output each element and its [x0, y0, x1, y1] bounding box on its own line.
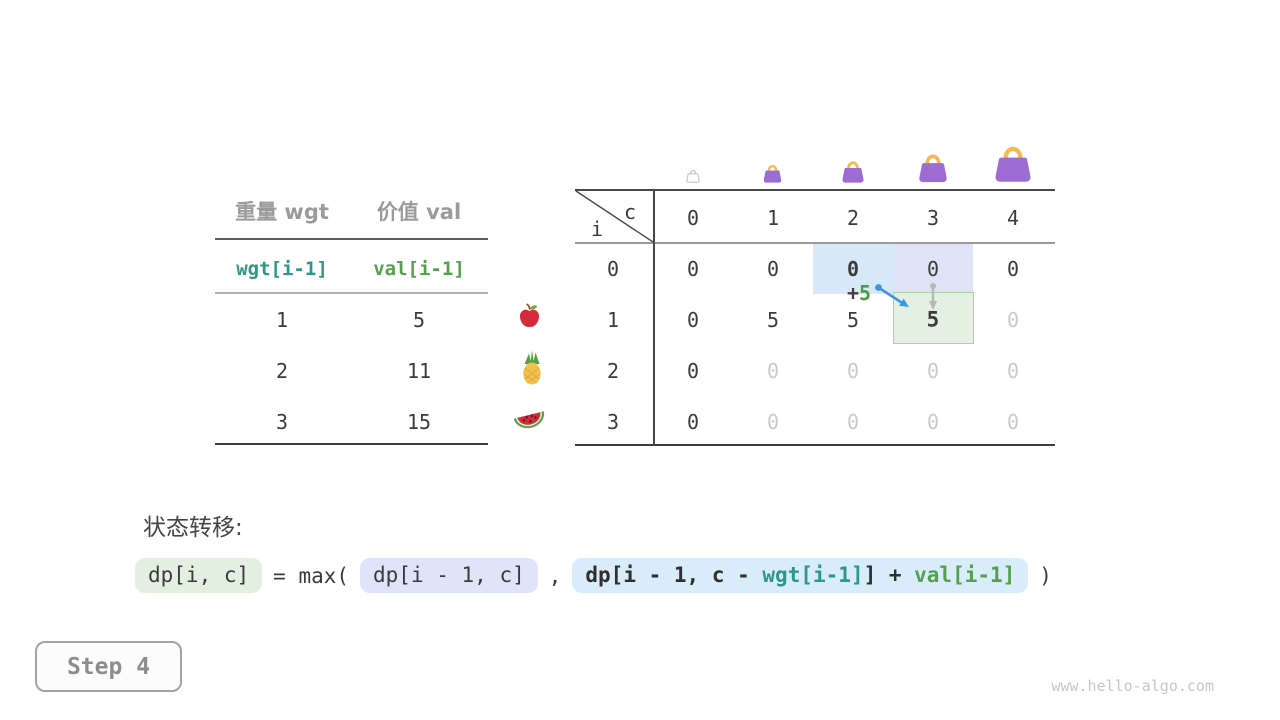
plus-sign: +	[846, 281, 859, 305]
bag-icon-large	[919, 154, 947, 183]
dp-table-header-rule	[575, 242, 1055, 244]
bag-icon-small	[763, 164, 782, 183]
item-1-value: 5	[412, 308, 426, 332]
corner-diagonal-line	[575, 190, 654, 243]
dp-corner-col-label: c	[623, 200, 637, 224]
dp-cell-0-3: 0	[926, 257, 940, 281]
dp-table-top-rule	[575, 189, 1055, 191]
dp-cell-3-4: 0	[1006, 410, 1020, 434]
dp-row-header-1: 1	[606, 308, 620, 332]
dp-cell-3-3: 0	[926, 410, 940, 434]
dp-corner-row-label: i	[590, 217, 604, 241]
dp-cell-0-0: 0	[686, 257, 700, 281]
state-transition-label: 状态转移:	[143, 515, 243, 541]
items-wgt-index-label: wgt[i-1]	[236, 258, 328, 280]
step-button-label: Step 4	[66, 653, 151, 680]
watermark: www.hello-algo.com	[1051, 677, 1214, 695]
dp-table-bottom-rule	[575, 444, 1055, 446]
dp-row-header-2: 2	[606, 359, 620, 383]
dp-table-vertical-rule	[653, 189, 655, 446]
dp-cell-3-0: 0	[686, 410, 700, 434]
items-table-header-rule	[215, 238, 488, 240]
apple-icon	[519, 303, 540, 328]
item-1-weight: 1	[275, 308, 289, 332]
formula-arg2-val: val[i-1]	[914, 563, 1016, 587]
item-3-value: 15	[406, 410, 432, 434]
dp-cell-2-0: 0	[686, 359, 700, 383]
dp-cell-1-0: 0	[686, 308, 700, 332]
transition-add-annotation: +5	[847, 283, 871, 303]
bag-icon-medium	[842, 161, 864, 183]
formula-arg2-part2: ] +	[863, 563, 915, 587]
bag-outline-icon	[686, 170, 700, 183]
formula-result-box: dp[i, c]	[135, 558, 263, 593]
formula-separator: ,	[548, 563, 562, 588]
items-val-index-label: val[i-1]	[373, 258, 465, 280]
watermelon-icon	[513, 411, 545, 429]
dp-row-header-3: 3	[606, 410, 620, 434]
step-button[interactable]: Step 4	[35, 641, 182, 692]
dp-cell-1-3: 5	[926, 307, 940, 332]
dp-cell-3-2: 0	[846, 410, 860, 434]
dp-cell-3-1: 0	[766, 410, 780, 434]
dp-cell-2-4: 0	[1006, 359, 1020, 383]
dp-col-header-2: 2	[846, 206, 860, 230]
dp-cell-1-2: 5	[846, 308, 860, 332]
pineapple-icon	[523, 350, 541, 385]
formula-arg2-box: dp[i - 1, c - wgt[i-1]] + val[i-1]	[572, 558, 1029, 593]
dp-cell-1-1: 5	[766, 308, 780, 332]
dp-row-header-0: 0	[606, 257, 620, 281]
dp-col-header-1: 1	[766, 206, 780, 230]
item-2-value: 11	[406, 359, 432, 383]
items-col-weight-header: 重量 wgt	[235, 200, 329, 224]
dp-cell-0-1: 0	[766, 257, 780, 281]
formula-arg1-box: dp[i - 1, c]	[360, 558, 538, 593]
bag-icon-xlarge	[995, 146, 1031, 182]
dp-cell-1-4: 0	[1006, 308, 1020, 332]
state-transition-formula: dp[i, c] = max( dp[i - 1, c] , dp[i - 1,…	[135, 558, 1052, 593]
items-table-mid-rule	[215, 292, 488, 294]
dp-cell-0-2: 0	[846, 257, 860, 281]
formula-arg2-wgt: wgt[i-1]	[762, 563, 864, 587]
dp-col-header-4: 4	[1006, 206, 1020, 230]
items-table-bottom-rule	[215, 443, 488, 445]
dp-col-header-3: 3	[926, 206, 940, 230]
added-value: 5	[859, 281, 872, 305]
formula-operator: = max(	[273, 563, 350, 588]
dp-cell-0-4: 0	[1006, 257, 1020, 281]
dp-cell-2-2: 0	[846, 359, 860, 383]
dp-cell-2-3: 0	[926, 359, 940, 383]
dp-col-header-0: 0	[686, 206, 700, 230]
item-2-weight: 2	[275, 359, 289, 383]
dp-cell-2-1: 0	[766, 359, 780, 383]
item-3-weight: 3	[275, 410, 289, 434]
formula-closing-paren: )	[1039, 563, 1052, 588]
items-col-value-header: 价值 val	[376, 200, 462, 224]
formula-arg2-part1: dp[i - 1, c -	[585, 563, 763, 587]
